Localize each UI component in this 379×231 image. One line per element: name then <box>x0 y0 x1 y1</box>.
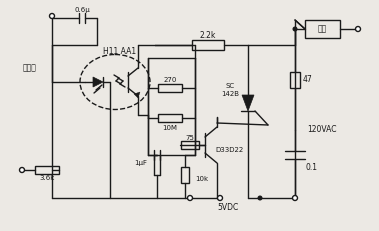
Text: 120VAC: 120VAC <box>307 125 337 134</box>
Text: 2.2k: 2.2k <box>200 31 216 40</box>
Text: 3.6k: 3.6k <box>39 175 55 181</box>
Circle shape <box>258 196 262 200</box>
Text: 10k: 10k <box>195 176 208 182</box>
Circle shape <box>218 195 222 201</box>
Text: 47: 47 <box>303 76 313 85</box>
Circle shape <box>50 13 55 18</box>
Text: 270: 270 <box>163 77 177 83</box>
Text: H11 AA1: H11 AA1 <box>103 48 136 57</box>
Text: 电话线: 电话线 <box>23 64 37 73</box>
Text: D33D22: D33D22 <box>215 147 243 153</box>
Bar <box>158 84 182 92</box>
Text: 5VDC: 5VDC <box>218 204 239 213</box>
Circle shape <box>293 27 297 31</box>
Text: 75: 75 <box>186 135 194 141</box>
Text: 0.1: 0.1 <box>305 162 317 171</box>
Text: 10M: 10M <box>163 125 177 131</box>
Bar <box>290 72 300 88</box>
Polygon shape <box>93 77 103 87</box>
Text: 0.6μ: 0.6μ <box>74 7 90 13</box>
Circle shape <box>293 195 298 201</box>
Circle shape <box>19 167 25 173</box>
Polygon shape <box>242 95 254 111</box>
Circle shape <box>188 195 193 201</box>
Circle shape <box>356 27 360 31</box>
Text: 1μF: 1μF <box>135 160 147 166</box>
Bar <box>35 166 59 174</box>
Bar <box>181 141 199 149</box>
Bar <box>181 167 189 183</box>
Text: SC
142B: SC 142B <box>221 83 239 97</box>
Bar <box>192 40 224 50</box>
Bar <box>158 114 182 122</box>
Polygon shape <box>134 92 140 98</box>
Bar <box>305 20 340 38</box>
Text: 负载: 负载 <box>318 24 327 33</box>
